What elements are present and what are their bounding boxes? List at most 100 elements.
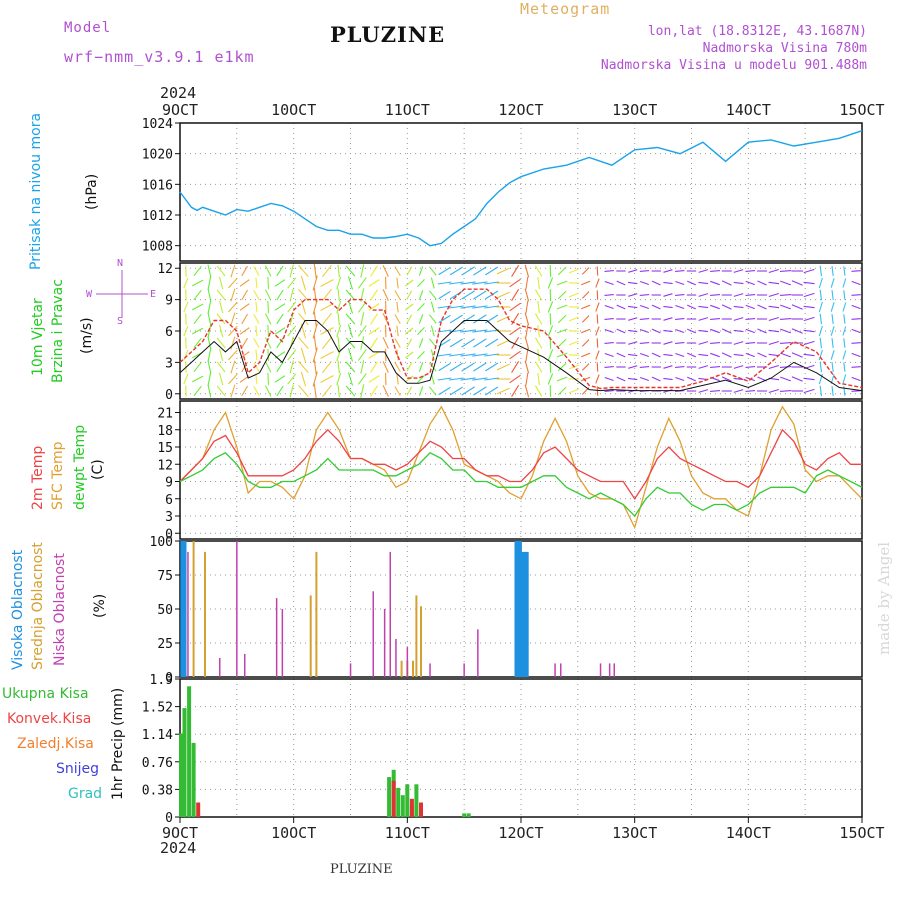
wind-arrow bbox=[628, 305, 638, 309]
wind-arrow bbox=[710, 304, 720, 310]
wind-arrow bbox=[842, 350, 847, 360]
high-cloud-bar bbox=[182, 541, 187, 677]
wind-arrow bbox=[428, 266, 437, 276]
time-label-top: 10OCT bbox=[271, 101, 316, 119]
wind-arrow bbox=[791, 352, 803, 358]
wind-arrow bbox=[768, 329, 780, 333]
wind-arrow bbox=[449, 314, 463, 324]
compass-n: N bbox=[117, 258, 124, 269]
time-label-top: 11OCT bbox=[385, 101, 430, 119]
wind-arrow bbox=[803, 292, 815, 298]
wind-arrow bbox=[556, 352, 568, 358]
wind-arrow bbox=[216, 313, 226, 325]
low-cloud-bar bbox=[187, 551, 189, 677]
wind-arrow bbox=[255, 325, 258, 337]
wind-arrow bbox=[437, 281, 452, 285]
precip-total-bar bbox=[187, 686, 192, 817]
wind-arrow bbox=[207, 324, 212, 338]
wind-arrow bbox=[639, 376, 649, 382]
wind-arrow bbox=[628, 269, 638, 273]
wind-arrow bbox=[639, 328, 649, 334]
wind-arrow bbox=[418, 338, 424, 348]
wind-arrow bbox=[534, 313, 543, 325]
wind-arrow bbox=[394, 338, 401, 348]
wind-arrow bbox=[675, 270, 685, 272]
model-label: Model bbox=[64, 20, 112, 36]
y-tick-label: 1.52 bbox=[142, 701, 173, 716]
y-tick-label: 15 bbox=[157, 441, 173, 456]
low-cloud-bar bbox=[463, 663, 465, 677]
wind-arrow bbox=[437, 377, 452, 381]
wind-arrow bbox=[207, 336, 212, 350]
wind-arrow bbox=[721, 352, 732, 358]
wind-arrow bbox=[255, 349, 258, 361]
wind-arrow bbox=[524, 312, 530, 326]
wind-arrow bbox=[819, 361, 823, 373]
wind-arrow bbox=[663, 305, 673, 309]
wind-arrow bbox=[207, 348, 212, 362]
wind-arrow bbox=[524, 264, 530, 278]
precip-total-bar bbox=[466, 813, 471, 817]
y-tick-label: 0.76 bbox=[142, 756, 173, 771]
wind-arrow bbox=[370, 265, 378, 277]
wind-arrow bbox=[557, 314, 567, 324]
wind-arrow bbox=[484, 305, 500, 309]
model-elevation-label: Nadmorska Visina u modelu 901.488m bbox=[600, 58, 867, 73]
wind-arrow bbox=[404, 327, 414, 335]
wind-arrow bbox=[818, 301, 823, 313]
wind-arrow bbox=[496, 339, 510, 347]
wind-arrow bbox=[274, 327, 286, 335]
wind-arrow bbox=[580, 304, 591, 310]
wind-arrow bbox=[472, 305, 488, 309]
wind-arrow bbox=[337, 312, 340, 326]
compass-s: S bbox=[117, 316, 124, 327]
wind-arrow bbox=[438, 266, 451, 276]
wind-arrow bbox=[276, 337, 284, 349]
wind-arrow bbox=[312, 323, 318, 339]
wind-arrow bbox=[276, 361, 284, 373]
wind-arrow bbox=[663, 269, 673, 273]
wind-arrow bbox=[757, 280, 767, 286]
wind-arrow bbox=[239, 327, 250, 335]
y-tick-label: 1016 bbox=[142, 178, 173, 193]
wind-arrow bbox=[686, 376, 697, 382]
wind-arrow bbox=[663, 293, 673, 297]
y-tick-label: 50 bbox=[157, 603, 173, 618]
wind-arrow bbox=[537, 324, 540, 338]
wind-arrow bbox=[485, 362, 499, 372]
wind-arrow bbox=[300, 347, 307, 363]
low-cloud-bar bbox=[389, 551, 391, 677]
wind-arrow bbox=[663, 353, 673, 357]
wind-arrow bbox=[347, 372, 354, 386]
wind-arrow bbox=[686, 328, 697, 334]
lonlat-label: lon,lat (18.8312E, 43.1687N) bbox=[647, 24, 867, 39]
y-tick-label: 6 bbox=[165, 325, 173, 340]
wind-arrow bbox=[710, 280, 720, 286]
low-cloud-bar bbox=[406, 647, 409, 677]
wind-arrow bbox=[698, 269, 709, 273]
wind-arrow bbox=[253, 362, 260, 372]
wind-arrow bbox=[842, 278, 847, 288]
time-label-top: 14OCT bbox=[726, 101, 771, 119]
wind-gust-line bbox=[179, 288, 863, 390]
y-tick-label: 18 bbox=[157, 424, 173, 439]
wind-arrow bbox=[831, 362, 834, 372]
wind-arrow bbox=[803, 388, 815, 394]
wind-arrow bbox=[511, 337, 520, 349]
wind-arrow bbox=[437, 353, 452, 357]
wind-arrow bbox=[428, 386, 437, 396]
wind-arrow bbox=[449, 362, 463, 372]
wind-arrow bbox=[274, 279, 286, 287]
wind-arrow bbox=[768, 316, 779, 322]
wind-arrow bbox=[547, 277, 554, 289]
wind-arrow bbox=[509, 326, 521, 336]
wind-arrow bbox=[686, 304, 697, 310]
wind-arrow bbox=[745, 366, 756, 368]
wind-arrow bbox=[616, 304, 626, 310]
y-tick-label: 3 bbox=[165, 510, 173, 525]
wind-arrow bbox=[484, 281, 500, 285]
wind-arrow bbox=[485, 266, 499, 276]
wind-arrow bbox=[651, 328, 661, 334]
wind-arrow bbox=[803, 305, 815, 309]
wind-arrow bbox=[831, 266, 834, 276]
